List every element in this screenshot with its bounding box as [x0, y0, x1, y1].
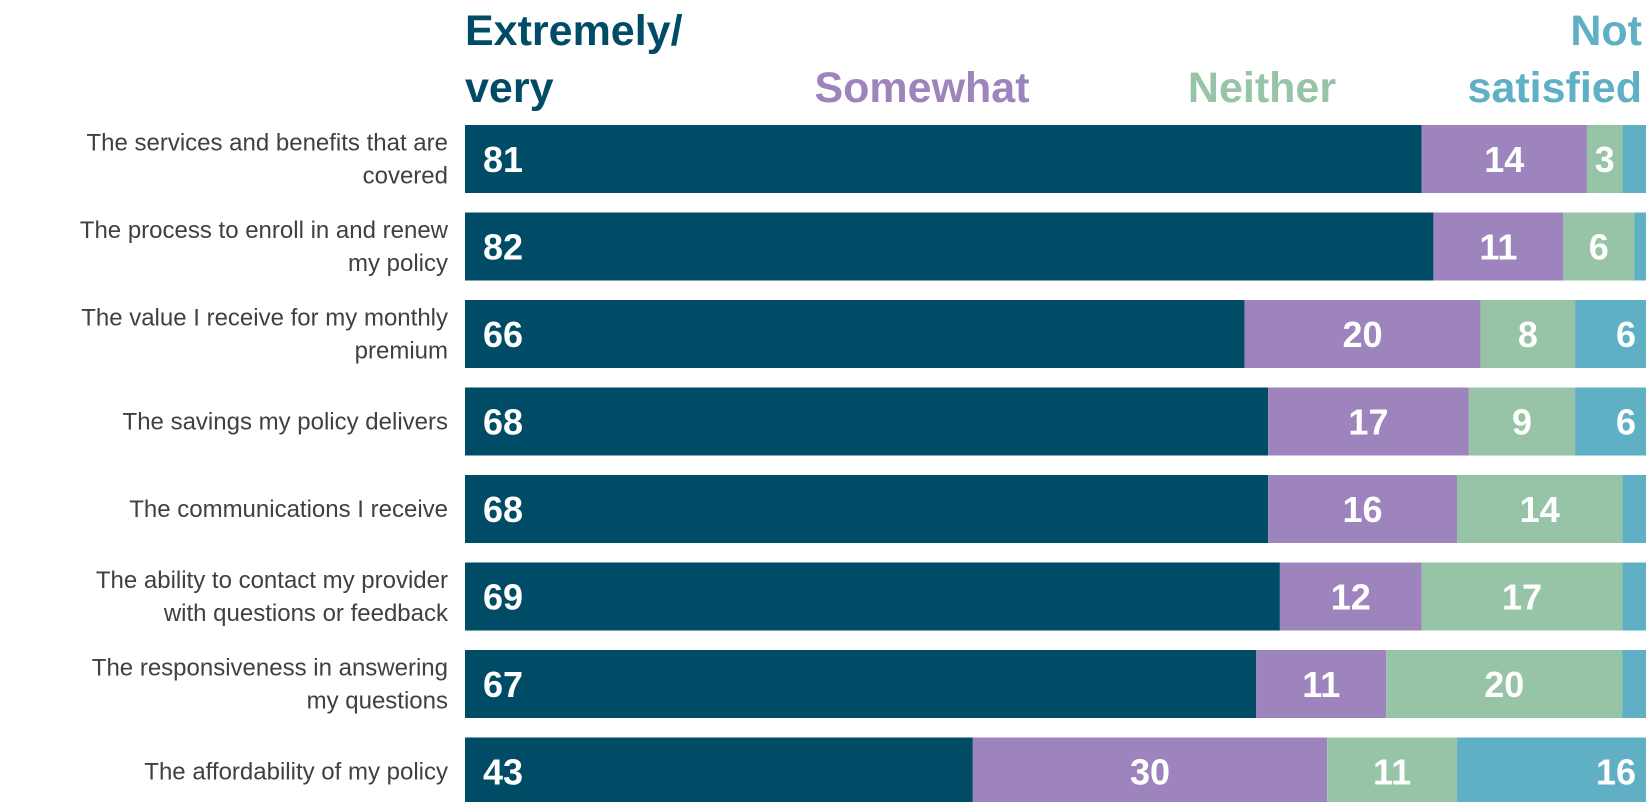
- category-label-2-line-1: The process to enroll in and renew: [80, 217, 449, 244]
- bar-somewhat-row-4: [1268, 387, 1469, 456]
- bar-not-satisfied-row-5: [1622, 475, 1646, 543]
- bar-neither-row-4: [1468, 387, 1576, 456]
- bar-not-satisfied-row-4: [1575, 387, 1646, 456]
- bar-neither-row-8: [1327, 737, 1458, 802]
- value-label-somewhat-row-8: 30: [1130, 752, 1170, 793]
- category-label-2-line-2: my policy: [348, 250, 448, 277]
- category-label-1-line-2: covered: [363, 163, 448, 190]
- bar-not-satisfied-row-1: [1622, 125, 1646, 193]
- legend-extremely-very-line-2: very: [465, 64, 554, 112]
- bar-not-satisfied-row-6: [1622, 562, 1646, 631]
- value-label-somewhat-row-1: 14: [1484, 139, 1524, 180]
- bar-somewhat-row-5: [1268, 475, 1458, 543]
- category-label-5: The communications I receive: [129, 496, 448, 523]
- bar-somewhat-row-2: [1433, 212, 1564, 281]
- bar-somewhat-row-7: [1256, 650, 1387, 718]
- bar-somewhat-row-3: [1244, 300, 1481, 368]
- bar-extremely-very-row-7: [465, 650, 1257, 718]
- legend-somewhat: Somewhat: [814, 64, 1029, 112]
- bar-neither-row-6: [1421, 562, 1623, 631]
- legend-not-satisfied-line-1: Not: [1570, 7, 1642, 55]
- value-label-extremely-very-row-5: 68: [483, 489, 523, 530]
- value-label-somewhat-row-6: 12: [1331, 577, 1371, 618]
- value-label-neither-row-6: 17: [1502, 577, 1542, 618]
- value-label-not-satisfied-row-4: 6: [1616, 402, 1636, 443]
- legend-extremely-very-line-1: Extremely/: [465, 7, 683, 55]
- value-label-neither-row-3: 8: [1518, 314, 1538, 355]
- bar-extremely-very-row-8: [465, 737, 973, 802]
- value-label-extremely-very-row-3: 66: [483, 314, 523, 355]
- bar-extremely-very-row-2: [465, 212, 1434, 281]
- category-label-4: The savings my policy delivers: [123, 409, 448, 436]
- value-label-neither-row-4: 9: [1512, 402, 1532, 443]
- value-label-somewhat-row-4: 17: [1348, 402, 1388, 443]
- bar-somewhat-row-8: [972, 737, 1328, 802]
- bar-extremely-very-row-6: [465, 562, 1280, 631]
- value-label-neither-row-8: 11: [1373, 752, 1411, 793]
- bar-neither-row-2: [1563, 212, 1635, 281]
- value-label-somewhat-row-5: 16: [1343, 489, 1383, 530]
- bars: [465, 125, 1646, 802]
- category-labels: The services and benefits that are covere…: [80, 130, 449, 786]
- bar-extremely-very-row-5: [465, 475, 1269, 543]
- bar-somewhat-row-1: [1421, 125, 1587, 193]
- value-label-extremely-very-row-1: 81: [483, 139, 523, 180]
- bar-neither-row-7: [1386, 650, 1623, 718]
- legend-neither: Neither: [1188, 64, 1336, 112]
- value-label-not-satisfied-row-3: 6: [1616, 314, 1636, 355]
- category-label-3-line-1: The value I receive for my monthly: [81, 305, 448, 332]
- category-label-1-line-1: The services and benefits that are: [86, 130, 448, 157]
- value-label-neither-row-2: 6: [1589, 227, 1609, 268]
- value-label-extremely-very-row-6: 69: [483, 577, 523, 618]
- bar-neither-row-5: [1457, 475, 1623, 543]
- value-label-not-satisfied-row-8: 16: [1596, 752, 1636, 793]
- category-label-7-line-1: The responsiveness in answering: [92, 655, 448, 682]
- category-label-3-line-2: premium: [355, 338, 448, 365]
- value-label-somewhat-row-3: 20: [1343, 314, 1383, 355]
- value-label-somewhat-row-2: 11: [1479, 227, 1517, 268]
- bar-not-satisfied-row-7: [1622, 650, 1646, 718]
- category-label-6-line-1: The ability to contact my provider: [96, 567, 448, 594]
- bar-neither-row-3: [1480, 300, 1576, 368]
- value-label-extremely-very-row-8: 43: [483, 752, 523, 793]
- value-label-neither-row-1: 3: [1595, 139, 1615, 180]
- value-label-neither-row-7: 20: [1484, 664, 1524, 705]
- value-label-neither-row-5: 14: [1520, 489, 1560, 530]
- bar-extremely-very-row-1: [465, 125, 1422, 193]
- category-label-7-line-2: my questions: [307, 688, 448, 715]
- legend-not-satisfied-line-2: satisfied: [1468, 64, 1642, 112]
- bar-not-satisfied-row-8: [1457, 737, 1646, 802]
- bar-extremely-very-row-3: [465, 300, 1245, 368]
- category-label-6-line-2: with questions or feedback: [163, 600, 449, 627]
- bar-not-satisfied-row-3: [1575, 300, 1646, 368]
- value-label-extremely-very-row-2: 82: [483, 227, 523, 268]
- bar-somewhat-row-6: [1279, 562, 1422, 631]
- bar-extremely-very-row-4: [465, 387, 1269, 456]
- value-label-somewhat-row-7: 11: [1302, 664, 1340, 705]
- category-label-8: The affordability of my policy: [144, 759, 448, 786]
- legend: Extremely/very Somewhat Neither Not satisfie…: [465, 7, 1642, 112]
- bar-not-satisfied-row-2: [1634, 212, 1646, 281]
- value-label-extremely-very-row-4: 68: [483, 402, 523, 443]
- bar-neither-row-1: [1586, 125, 1623, 193]
- value-label-extremely-very-row-7: 67: [483, 664, 523, 705]
